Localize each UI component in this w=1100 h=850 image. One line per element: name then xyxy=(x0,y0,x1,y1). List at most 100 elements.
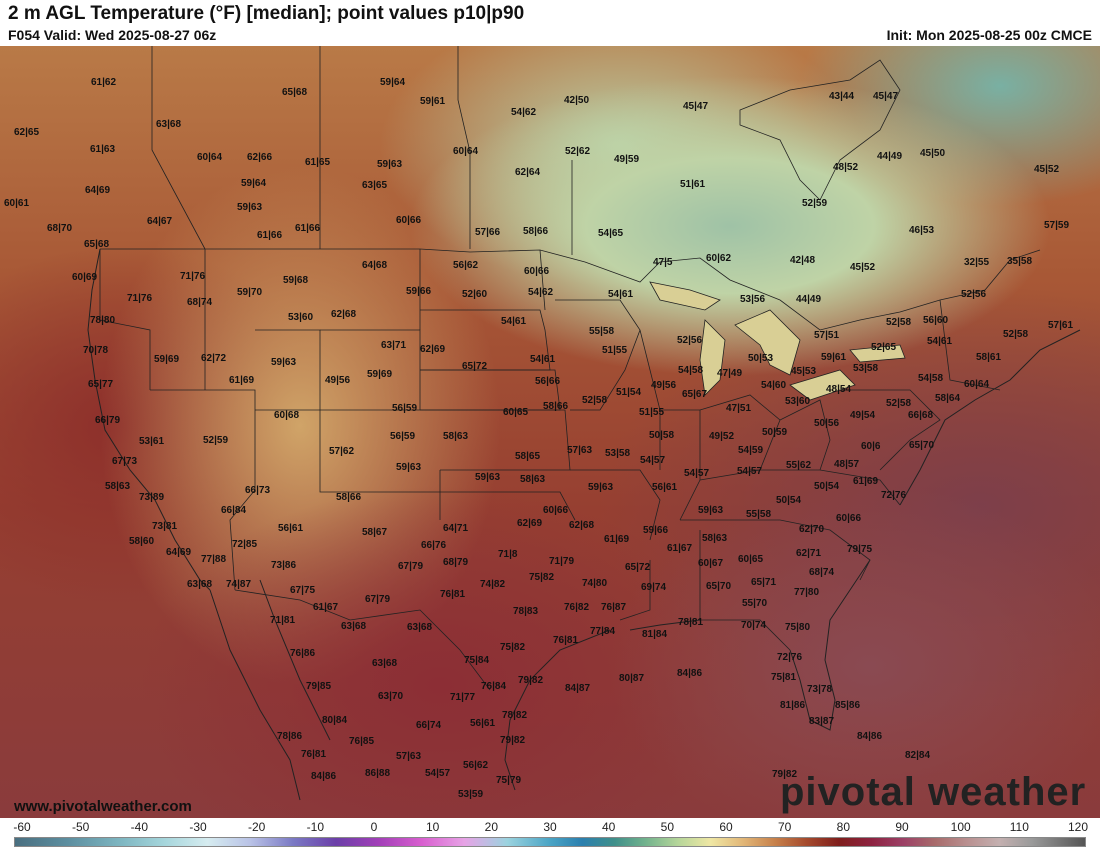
point-value: 85|86 xyxy=(835,700,861,711)
point-value: 50|59 xyxy=(762,427,788,438)
point-value: 70|78 xyxy=(83,345,109,356)
point-value: 61|65 xyxy=(305,157,331,168)
point-value: 61|62 xyxy=(91,77,117,88)
point-value: 48|52 xyxy=(833,162,859,173)
scale-tick-label: 50 xyxy=(660,820,675,834)
point-value: 80|87 xyxy=(619,673,645,684)
point-value: 58|67 xyxy=(362,527,388,538)
point-value: 58|60 xyxy=(129,536,155,547)
point-value: 54|57 xyxy=(640,455,666,466)
point-value: 50|56 xyxy=(814,418,840,429)
point-value: 49|54 xyxy=(850,410,876,421)
scale-tick-label: 110 xyxy=(1009,820,1029,834)
point-value: 76|86 xyxy=(290,648,316,659)
point-value: 57|66 xyxy=(475,227,501,238)
point-value: 62|65 xyxy=(14,127,40,138)
scale-tick-label: -40 xyxy=(130,820,148,834)
point-value: 63|68 xyxy=(407,622,433,633)
point-value: 61|69 xyxy=(604,534,630,545)
point-value: 51|55 xyxy=(639,407,665,418)
point-value: 64|71 xyxy=(443,523,469,534)
point-value: 54|61 xyxy=(501,316,527,327)
scale-tick-label: 20 xyxy=(484,820,499,834)
point-value: 53|59 xyxy=(458,789,484,800)
point-value: 57|51 xyxy=(814,330,840,341)
point-value: 61|69 xyxy=(229,375,255,386)
header: 2 m AGL Temperature (°F) [median]; point… xyxy=(0,0,1100,46)
point-value: 54|62 xyxy=(528,287,554,298)
point-value: 79|82 xyxy=(500,735,526,746)
point-value: 71|79 xyxy=(549,556,575,567)
point-value: 43|44 xyxy=(829,91,855,102)
temperature-map[interactable]: 61|62 65|68 59|64 59|61 42|50 45|47 43|44 45|47… xyxy=(0,46,1100,818)
site-url[interactable]: www.pivotalweather.com xyxy=(14,798,192,815)
point-value: 52|59 xyxy=(802,198,828,209)
boundary-lines xyxy=(87,46,1081,801)
scale-bar xyxy=(14,837,1086,847)
point-value: 72|85 xyxy=(232,539,258,550)
point-value: 66|73 xyxy=(245,485,271,496)
point-value: 59|66 xyxy=(643,525,669,536)
point-value: 52|58 xyxy=(886,398,912,409)
point-value: 59|63 xyxy=(271,357,297,368)
point-value: 56|61 xyxy=(652,482,678,493)
point-value: 62|72 xyxy=(201,353,227,364)
point-value: 54|61 xyxy=(608,289,634,300)
point-value: 52|60 xyxy=(462,289,488,300)
point-value: 56|61 xyxy=(278,523,304,534)
scale-tick-label: 30 xyxy=(543,820,557,834)
point-value: 54|58 xyxy=(918,373,944,384)
point-value: 49|56 xyxy=(325,375,351,386)
point-value: 73|78 xyxy=(807,684,833,695)
watermark-logo: pivotal weather xyxy=(780,770,1087,814)
point-value: 66|76 xyxy=(421,540,447,551)
point-value: 66|79 xyxy=(95,415,121,426)
point-value: 58|63 xyxy=(702,533,728,544)
point-value: 56|59 xyxy=(392,403,418,414)
point-value: 54|61 xyxy=(927,336,953,347)
point-value: 76|82 xyxy=(564,602,590,613)
point-value: 65|72 xyxy=(462,361,488,372)
point-value: 60|64 xyxy=(453,146,479,157)
point-value: 54|58 xyxy=(678,365,704,376)
point-value: 45|52 xyxy=(850,262,876,273)
point-value: 59|63 xyxy=(377,159,403,170)
point-value: 71|76 xyxy=(180,271,206,282)
point-value: 75|84 xyxy=(464,655,490,666)
point-value: 59|63 xyxy=(698,505,724,516)
point-value: 46|53 xyxy=(909,225,935,236)
point-value: 60|67 xyxy=(698,558,724,569)
point-value: 47|49 xyxy=(717,368,743,379)
point-value: 74|80 xyxy=(582,578,608,589)
point-value: 45|47 xyxy=(873,91,899,102)
point-value: 83|87 xyxy=(809,716,835,727)
point-value: 63|68 xyxy=(156,119,182,130)
point-value: 60|66 xyxy=(543,505,569,516)
point-value: 62|71 xyxy=(796,548,822,559)
point-value: 58|64 xyxy=(935,393,961,404)
color-scale: -60 -50 -40 -30 -20 -10 0 10 20 30 40 50 60 70 80 90 100… xyxy=(0,818,1100,850)
point-value: 50|54 xyxy=(814,481,840,492)
point-value: 84|86 xyxy=(311,771,337,782)
point-value: 57|62 xyxy=(329,446,355,457)
point-value: 54|57 xyxy=(737,466,763,477)
point-value: 75|81 xyxy=(771,672,797,683)
point-value: 58|63 xyxy=(443,431,469,442)
point-value: 48|54 xyxy=(826,384,852,395)
point-value: 77|80 xyxy=(794,587,820,598)
point-value: 52|58 xyxy=(582,395,608,406)
point-value: 55|62 xyxy=(786,460,812,471)
point-value: 73|86 xyxy=(271,560,297,571)
point-value: 61|67 xyxy=(667,543,693,554)
point-value: 63|71 xyxy=(381,340,407,351)
point-value: 86|88 xyxy=(365,768,391,779)
point-value: 51|61 xyxy=(680,179,706,190)
point-value: 64|69 xyxy=(166,547,192,558)
point-value: 52|59 xyxy=(203,435,229,446)
point-value: 42|50 xyxy=(564,95,590,106)
point-value: 35|58 xyxy=(1007,256,1033,267)
point-value: 52|65 xyxy=(871,342,897,353)
point-value: 47|51 xyxy=(726,403,752,414)
point-value: 51|55 xyxy=(602,345,628,356)
point-value: 59|64 xyxy=(241,178,267,189)
